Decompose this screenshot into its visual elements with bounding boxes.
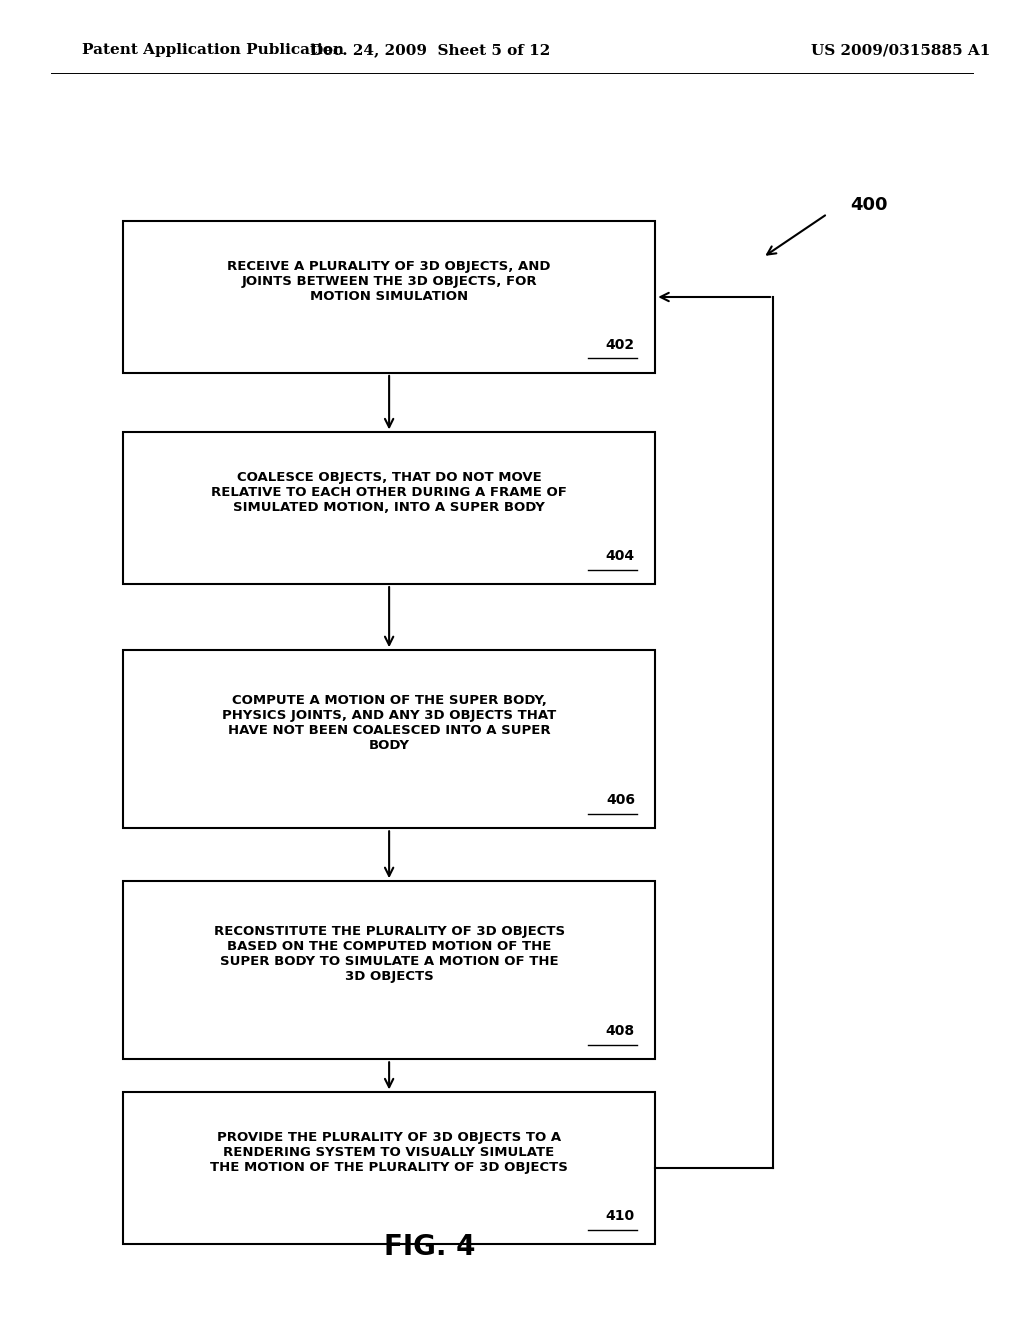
Text: 402: 402 <box>606 338 635 351</box>
Text: 408: 408 <box>606 1024 635 1038</box>
Text: COALESCE OBJECTS, THAT DO NOT MOVE
RELATIVE TO EACH OTHER DURING A FRAME OF
SIMU: COALESCE OBJECTS, THAT DO NOT MOVE RELAT… <box>211 471 567 513</box>
Text: Patent Application Publication: Patent Application Publication <box>82 44 344 57</box>
Text: Dec. 24, 2009  Sheet 5 of 12: Dec. 24, 2009 Sheet 5 of 12 <box>310 44 550 57</box>
FancyBboxPatch shape <box>123 1093 655 1243</box>
Text: 406: 406 <box>606 793 635 807</box>
Text: US 2009/0315885 A1: US 2009/0315885 A1 <box>811 44 991 57</box>
Text: COMPUTE A MOTION OF THE SUPER BODY,
PHYSICS JOINTS, AND ANY 3D OBJECTS THAT
HAVE: COMPUTE A MOTION OF THE SUPER BODY, PHYS… <box>222 694 556 752</box>
FancyBboxPatch shape <box>123 882 655 1059</box>
FancyBboxPatch shape <box>123 220 655 372</box>
FancyBboxPatch shape <box>123 433 655 583</box>
Text: 400: 400 <box>850 195 888 214</box>
Text: RECONSTITUTE THE PLURALITY OF 3D OBJECTS
BASED ON THE COMPUTED MOTION OF THE
SUP: RECONSTITUTE THE PLURALITY OF 3D OBJECTS… <box>214 925 564 983</box>
Text: PROVIDE THE PLURALITY OF 3D OBJECTS TO A
RENDERING SYSTEM TO VISUALLY SIMULATE
T: PROVIDE THE PLURALITY OF 3D OBJECTS TO A… <box>210 1131 568 1173</box>
FancyBboxPatch shape <box>123 649 655 829</box>
Text: 404: 404 <box>606 549 635 562</box>
Text: RECEIVE A PLURALITY OF 3D OBJECTS, AND
JOINTS BETWEEN THE 3D OBJECTS, FOR
MOTION: RECEIVE A PLURALITY OF 3D OBJECTS, AND J… <box>227 260 551 302</box>
Text: 410: 410 <box>606 1209 635 1222</box>
Text: FIG. 4: FIG. 4 <box>384 1233 476 1262</box>
